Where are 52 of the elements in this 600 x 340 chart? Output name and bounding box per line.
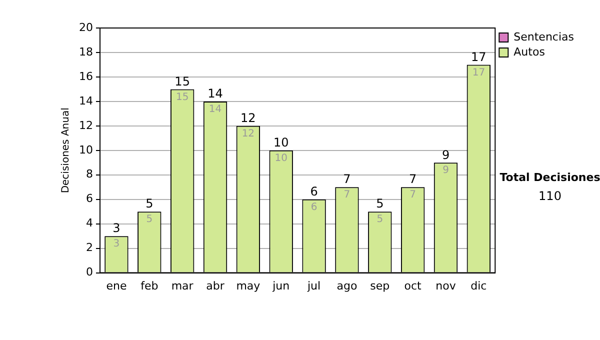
text: Total Decisiones [500, 170, 600, 184]
total-label: 14 [208, 86, 223, 101]
data-label: 15 [176, 92, 189, 103]
y-axis-title: Decisiones Anual [60, 108, 72, 194]
x-tick-label: may [236, 279, 261, 292]
data-label: 12 [242, 128, 255, 140]
data-label: 5 [146, 214, 153, 226]
data-label: 3 [113, 238, 120, 250]
total-label: 10 [273, 136, 289, 150]
y-tick-label: 2 [86, 241, 93, 254]
x-tick-label: nov [436, 279, 456, 292]
y-tick-label: 6 [86, 192, 93, 206]
x-tick-label: feb [140, 279, 158, 292]
y-tick-label: 14 [78, 94, 93, 108]
legend-label: Sentencias [514, 30, 574, 44]
y-tick-label: 18 [78, 45, 93, 58]
total-label: 17 [471, 50, 486, 64]
x-tick-label: abr [206, 279, 225, 292]
y-tick-label: 8 [86, 168, 93, 181]
text: 110 [538, 189, 562, 204]
data-label: 7 [410, 190, 416, 201]
y-tick-label: 10 [78, 143, 93, 156]
x-tick-label: ene [106, 279, 127, 292]
y-tick-label: 20 [78, 20, 93, 34]
y-tick-label: 0 [86, 266, 93, 279]
x-tick-label: dic [470, 279, 487, 292]
data-label: 17 [472, 67, 486, 78]
total-label: 6 [310, 184, 318, 198]
total-label: 5 [376, 196, 384, 211]
total-label: 5 [146, 196, 154, 211]
data-label: 9 [442, 165, 449, 176]
legend-label: Autos [514, 45, 546, 58]
x-tick-label: ago [336, 279, 358, 292]
y-tick-label: 4 [86, 216, 93, 230]
x-tick-label: mar [171, 279, 194, 292]
data-label: 5 [376, 214, 384, 226]
data-label: 14 [208, 104, 222, 116]
y-tick-label: 12 [78, 118, 93, 132]
total-label: 7 [343, 172, 351, 186]
total-label: 7 [409, 172, 417, 186]
total-label: 3 [112, 221, 120, 236]
x-tick-label: jul [306, 279, 321, 292]
data-label: 10 [274, 152, 288, 164]
x-tick-label: sep [370, 279, 390, 292]
total-label: 9 [442, 148, 450, 162]
y-tick-label: 16 [78, 70, 93, 83]
total-label: 15 [174, 74, 190, 88]
data-label: 6 [310, 202, 318, 213]
data-label: 7 [344, 190, 350, 201]
x-tick-label: jun [272, 279, 290, 292]
total-label: 12 [240, 111, 256, 126]
x-tick-label: oct [404, 279, 422, 292]
